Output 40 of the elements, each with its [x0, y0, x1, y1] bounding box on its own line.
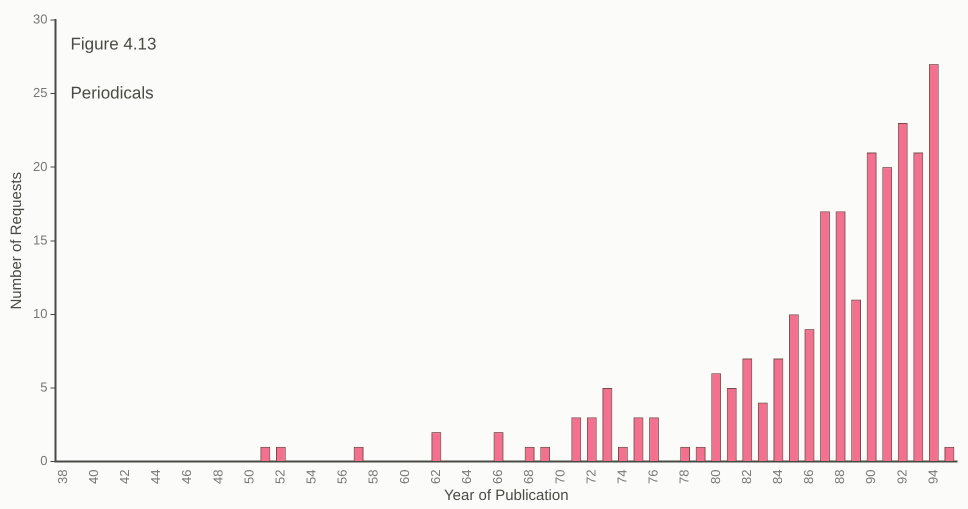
- x-tick-label: 76: [646, 470, 661, 484]
- y-tick-label: 0: [40, 453, 48, 468]
- text: Periodicals: [70, 83, 154, 102]
- x-tick-label: 90: [863, 470, 878, 484]
- x-tick-label: 82: [738, 470, 754, 484]
- x-tick-label: 50: [241, 470, 256, 484]
- x-tick-label: 46: [179, 470, 194, 484]
- x-tick-label: 80: [708, 470, 723, 484]
- x-tick-label: 88: [832, 470, 848, 484]
- y-tick-label: 5: [40, 380, 48, 395]
- x-tick-label: 54: [304, 470, 319, 484]
- x-axis-title: Year of Publication: [444, 487, 569, 504]
- x-tick-label: 56: [334, 470, 350, 484]
- y-tick-label: 10: [32, 306, 48, 321]
- x-tick-label: 84: [770, 470, 785, 484]
- x-tick-label: 68: [521, 470, 536, 484]
- y-tick-label: 15: [32, 232, 48, 248]
- x-tick-label: 38: [54, 470, 70, 484]
- x-tick-label: 44: [148, 470, 164, 484]
- y-tick-label: 30: [32, 12, 48, 27]
- x-tick-label: 92: [894, 470, 910, 484]
- x-tick-label: 94: [925, 470, 940, 484]
- x-tick-label: 48: [210, 470, 226, 484]
- x-tick-label: 64: [459, 470, 474, 484]
- x-tick-label: 58: [366, 470, 381, 484]
- y-axis-title: Number of Requests: [8, 172, 26, 310]
- x-tick-label: 60: [396, 470, 412, 484]
- x-tick-label: 86: [801, 470, 816, 484]
- text: Figure 4.13: [70, 34, 156, 54]
- x-tick-label: 78: [676, 470, 692, 484]
- x-tick-label: 40: [86, 470, 101, 484]
- y-tick-label: 25: [32, 85, 48, 100]
- x-tick-label: 62: [428, 470, 443, 484]
- x-tick-label: 52: [272, 470, 288, 484]
- x-tick-label: 72: [583, 470, 598, 484]
- x-tick-label: 66: [490, 470, 506, 484]
- x-tick-label: 74: [614, 470, 630, 484]
- x-tick-label: 70: [552, 470, 568, 484]
- y-tick-label: 20: [32, 158, 48, 174]
- x-tick-label: 42: [116, 470, 132, 484]
